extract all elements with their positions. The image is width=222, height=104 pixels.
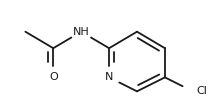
Text: O: O bbox=[49, 72, 58, 82]
Text: N: N bbox=[105, 72, 113, 82]
Text: NH: NH bbox=[73, 27, 89, 37]
Text: Cl: Cl bbox=[197, 86, 208, 96]
